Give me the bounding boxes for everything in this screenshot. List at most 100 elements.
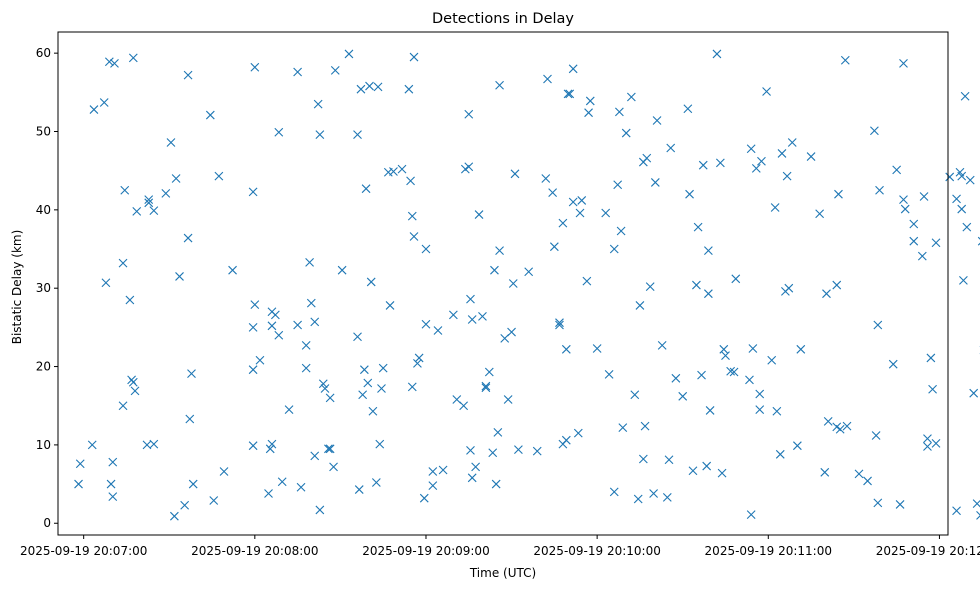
data-point <box>917 251 927 261</box>
data-point <box>467 473 477 483</box>
data-point <box>792 441 802 451</box>
data-point <box>952 194 961 204</box>
x-axis-label: Time (UTC) <box>469 566 536 580</box>
x-tick-label: 2025-09-19 20:10:00 <box>533 544 660 558</box>
data-point <box>909 219 919 229</box>
data-point <box>366 277 376 287</box>
data-point <box>373 82 383 92</box>
data-point <box>705 406 715 415</box>
data-point <box>510 169 520 179</box>
data-point <box>762 87 771 96</box>
data-point <box>315 130 325 140</box>
data-point <box>318 379 328 389</box>
data-point <box>171 174 181 183</box>
data-point <box>923 442 932 451</box>
data-point <box>782 171 792 181</box>
data-point <box>264 489 273 498</box>
data-point <box>703 289 713 299</box>
y-tick-label: 40 <box>36 203 51 217</box>
data-point <box>409 52 419 62</box>
x-axis: 2025-09-19 20:07:00 2025-09-19 20:08:00 20… <box>20 535 980 558</box>
data-point <box>329 462 338 472</box>
data-point <box>870 126 879 136</box>
data-point <box>892 165 902 175</box>
data-point <box>99 98 109 107</box>
data-point <box>575 208 585 218</box>
y-tick-label: 30 <box>36 281 51 295</box>
data-point <box>481 383 491 393</box>
data-point <box>717 468 727 478</box>
data-point <box>662 493 672 502</box>
data-point <box>385 301 395 310</box>
data-point <box>823 417 833 426</box>
data-point <box>959 275 968 285</box>
data-point <box>928 384 937 394</box>
data-point <box>250 300 260 310</box>
data-point <box>609 244 619 254</box>
data-point <box>296 482 306 492</box>
data-point <box>228 265 237 275</box>
data-point <box>377 384 386 393</box>
data-point <box>404 84 414 94</box>
data-point <box>649 489 659 498</box>
data-point <box>871 431 881 440</box>
data-point <box>969 388 979 398</box>
data-point <box>205 110 215 120</box>
data-point <box>491 479 501 489</box>
data-point <box>945 172 955 182</box>
data-point <box>120 185 130 195</box>
data-point <box>75 459 85 469</box>
data-point <box>149 439 159 449</box>
data-point <box>419 493 429 503</box>
data-point <box>532 446 542 456</box>
data-point <box>371 478 381 487</box>
data-point <box>787 138 797 147</box>
data-point <box>561 344 571 354</box>
data-point <box>563 89 573 99</box>
data-point <box>248 441 258 451</box>
data-point <box>428 481 438 491</box>
data-point <box>592 344 602 353</box>
data-point <box>471 462 481 472</box>
data-point <box>726 366 736 376</box>
data-point <box>584 108 593 118</box>
data-point <box>407 211 417 221</box>
data-point <box>796 344 806 354</box>
data-point <box>715 158 725 168</box>
data-point <box>854 469 864 479</box>
data-point <box>642 153 652 163</box>
data-point <box>702 461 712 471</box>
x-tick-label: 2025-09-19 20:07:00 <box>20 544 147 558</box>
data-point <box>508 279 518 288</box>
data-point <box>965 175 975 185</box>
data-point <box>320 384 330 393</box>
data-point <box>187 369 196 378</box>
data-point <box>524 267 534 277</box>
data-point <box>835 424 845 434</box>
data-point <box>614 107 624 117</box>
data-point <box>464 162 474 172</box>
x-tick-label: 2025-09-19 20:11:00 <box>705 544 832 558</box>
data-point <box>772 406 782 416</box>
data-point <box>250 62 260 72</box>
y-tick-label: 0 <box>43 516 51 530</box>
data-point <box>106 479 116 489</box>
data-point <box>585 96 595 106</box>
data-point <box>832 280 842 290</box>
data-point <box>448 310 458 320</box>
data-point <box>784 283 794 293</box>
data-point <box>613 180 623 190</box>
data-point <box>315 505 325 515</box>
data-point <box>397 164 407 174</box>
data-point <box>952 506 961 516</box>
data-point <box>678 391 688 401</box>
data-point <box>573 428 583 438</box>
data-point <box>353 130 362 140</box>
data-point <box>144 195 154 205</box>
data-point <box>459 401 469 411</box>
data-point <box>175 272 184 281</box>
data-point <box>421 319 431 329</box>
data-point <box>132 207 142 216</box>
data-point <box>840 55 850 65</box>
data-point <box>248 322 258 332</box>
